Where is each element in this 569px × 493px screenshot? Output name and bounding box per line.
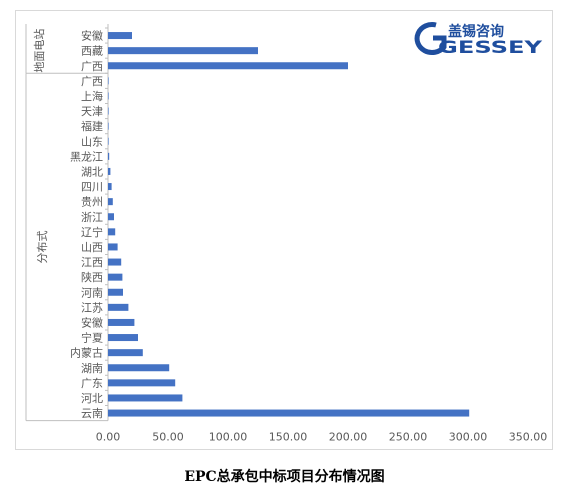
bar-distributed-15 <box>108 258 122 266</box>
category-label: 安徽 <box>81 315 103 329</box>
x-tick-label: 250.00 <box>389 431 428 444</box>
bar-distributed-21 <box>108 349 143 357</box>
x-tick-label: 350.00 <box>509 431 548 444</box>
category-label: 福建 <box>81 119 103 133</box>
category-label: 江西 <box>81 256 103 269</box>
chart-frame: 安徽 西藏 广西 广西 上海 天津 福建 山东 黑龙江 湖北 四川 贵州 浙江 辽宁 山西 江西 陕西 河南 江苏安… <box>15 10 553 450</box>
bar-distributed-8 <box>108 152 110 160</box>
bar-distributed-5 <box>108 107 109 115</box>
bar-distributed-12 <box>108 213 114 221</box>
bar-distributed-18 <box>108 303 129 311</box>
category-label: 广西 <box>81 75 103 88</box>
category-label: 广东 <box>81 377 103 390</box>
bar-distributed-3 <box>108 77 109 85</box>
category-label: 西藏 <box>81 45 103 58</box>
bar-distributed-23 <box>108 379 176 387</box>
bar-distributed-14 <box>108 243 118 251</box>
bar-distributed-6 <box>108 122 109 130</box>
x-tick-label: 0.00 <box>96 431 121 444</box>
bar-distributed-20 <box>108 334 138 342</box>
x-tick-label: 150.00 <box>269 431 308 444</box>
chart-caption: EPC总承包中标项目分布情况图 <box>184 469 385 485</box>
gessey-logo-mark: 盖锡咨询 GESSEY <box>414 22 543 58</box>
bar-ground-2 <box>108 62 348 70</box>
category-label: 上海 <box>81 89 103 103</box>
category-label: 宁夏 <box>81 331 103 345</box>
category-label: 贵州 <box>81 196 103 209</box>
x-tick-label: 50.00 <box>152 431 184 444</box>
bar-distributed-17 <box>108 288 123 296</box>
bar-ground-0 <box>108 32 132 40</box>
category-label: 陕西 <box>81 270 103 284</box>
bar-distributed-4 <box>108 92 109 100</box>
bar-distributed-11 <box>108 198 113 206</box>
bar-distributed-24 <box>108 394 183 402</box>
bar-distributed-22 <box>108 364 170 372</box>
x-tick-label: 300.00 <box>449 431 488 444</box>
category-label: 山东 <box>81 135 103 148</box>
category-label: 天津 <box>81 105 103 118</box>
x-tick-label: 100.00 <box>209 431 248 444</box>
category-label: 黑龙江 <box>70 150 103 163</box>
gessey-logo: 盖锡咨询 GESSEY <box>414 20 546 58</box>
bar-distributed-16 <box>108 273 123 281</box>
category-label: 辽宁 <box>81 225 103 239</box>
bar-distributed-19 <box>108 318 135 326</box>
bar-distributed-7 <box>108 137 109 145</box>
bar-distributed-25 <box>108 409 470 417</box>
category-label: 浙江 <box>81 211 103 224</box>
logo-en-text: GESSEY <box>438 38 543 56</box>
logo-cn-text: 盖锡咨询 <box>448 23 504 40</box>
x-tick-label: 200.00 <box>329 431 368 444</box>
category-label: 湖北 <box>81 165 103 178</box>
group-label: 分布式 <box>36 230 49 263</box>
category-label: 安徽 <box>81 29 103 43</box>
category-label: 河北 <box>81 392 103 405</box>
bar-chart: 安徽西藏广西广西上海天津福建山东黑龙江湖北四川贵州浙江辽宁山西江西陕西河南江苏安… <box>25 24 548 444</box>
category-label: 湖南 <box>81 362 103 375</box>
category-label: 江苏 <box>81 301 103 314</box>
bar-distributed-9 <box>108 167 111 175</box>
category-label: 内蒙古 <box>70 346 103 360</box>
bar-ground-1 <box>108 47 258 55</box>
group-label: 地面电站 <box>32 29 46 73</box>
category-label: 河南 <box>81 286 103 299</box>
bar-distributed-13 <box>108 228 116 236</box>
category-label: 广西 <box>81 60 103 73</box>
bar-distributed-10 <box>108 183 112 191</box>
category-label: 四川 <box>81 181 103 194</box>
category-label: 山西 <box>81 241 103 254</box>
category-label: 云南 <box>81 407 103 420</box>
